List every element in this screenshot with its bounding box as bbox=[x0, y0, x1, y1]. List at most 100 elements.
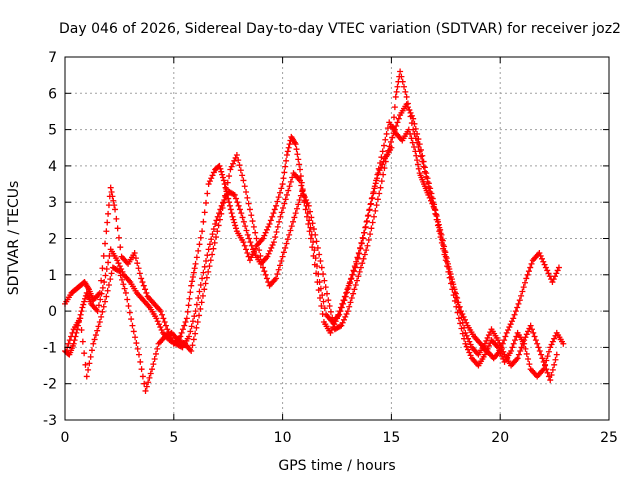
data-point bbox=[538, 351, 545, 358]
data-point bbox=[340, 316, 347, 323]
data-point bbox=[157, 308, 164, 315]
data-point bbox=[120, 281, 127, 288]
data-point bbox=[231, 191, 238, 198]
data-point bbox=[283, 152, 290, 159]
data-point bbox=[105, 259, 112, 266]
data-point bbox=[235, 202, 242, 209]
data-point bbox=[185, 302, 192, 309]
data-point bbox=[327, 308, 334, 315]
data-point bbox=[532, 337, 539, 344]
data-point bbox=[65, 340, 72, 347]
data-point bbox=[528, 326, 535, 333]
data-point bbox=[516, 297, 523, 304]
data-point bbox=[130, 328, 137, 335]
data-point bbox=[221, 181, 228, 188]
data-point bbox=[244, 250, 251, 257]
data-point bbox=[365, 236, 372, 243]
data-point bbox=[138, 275, 145, 282]
data-point bbox=[312, 255, 319, 262]
data-point bbox=[369, 219, 376, 226]
data-point bbox=[103, 228, 110, 235]
data-point bbox=[519, 340, 526, 347]
data-point bbox=[241, 183, 248, 190]
data-point bbox=[202, 280, 209, 287]
data-point bbox=[459, 319, 466, 326]
data-point bbox=[250, 246, 257, 253]
data-point bbox=[549, 279, 556, 286]
data-point bbox=[189, 278, 196, 285]
data-point bbox=[342, 313, 349, 320]
data-point bbox=[464, 346, 471, 353]
data-point bbox=[191, 313, 198, 320]
data-point bbox=[98, 313, 105, 320]
data-point bbox=[395, 115, 402, 122]
data-point bbox=[116, 263, 123, 270]
data-point bbox=[142, 286, 149, 293]
data-point bbox=[114, 225, 121, 232]
data-point bbox=[217, 165, 224, 172]
data-point bbox=[281, 200, 288, 207]
data-point bbox=[83, 373, 90, 380]
data-point bbox=[523, 331, 530, 338]
data-point bbox=[187, 289, 194, 296]
data-point bbox=[552, 273, 559, 280]
data-point bbox=[229, 213, 236, 220]
data-point bbox=[484, 334, 491, 341]
y-tick-label: 6 bbox=[48, 86, 57, 102]
data-point bbox=[156, 321, 163, 328]
data-point bbox=[553, 270, 560, 277]
data-point bbox=[147, 370, 154, 377]
data-point bbox=[428, 190, 435, 197]
data-point bbox=[243, 246, 250, 253]
data-point bbox=[518, 292, 525, 299]
data-point bbox=[218, 210, 225, 217]
data-point bbox=[300, 191, 307, 198]
data-point bbox=[461, 324, 468, 331]
data-point bbox=[463, 332, 470, 339]
data-point bbox=[128, 316, 135, 323]
data-point bbox=[188, 348, 195, 355]
data-point bbox=[226, 199, 233, 206]
data-point bbox=[132, 255, 139, 262]
data-point bbox=[197, 234, 204, 241]
data-point bbox=[436, 224, 443, 231]
data-point bbox=[363, 218, 370, 225]
data-point bbox=[269, 242, 276, 249]
y-axis-label: SDTVAR / TECUs bbox=[6, 181, 22, 296]
data-point bbox=[236, 162, 243, 169]
data-point bbox=[379, 148, 386, 155]
data-point bbox=[351, 263, 358, 270]
data-point bbox=[393, 88, 400, 95]
data-point bbox=[378, 178, 385, 185]
series-track-a bbox=[62, 119, 562, 362]
data-point bbox=[344, 289, 351, 296]
y-tick-label: 5 bbox=[48, 123, 57, 139]
data-point bbox=[404, 104, 411, 111]
data-point bbox=[230, 191, 237, 198]
data-point bbox=[510, 340, 517, 347]
data-point bbox=[203, 274, 210, 281]
data-point bbox=[239, 214, 246, 221]
data-point bbox=[434, 218, 441, 225]
data-point bbox=[514, 355, 521, 362]
data-point bbox=[249, 218, 256, 225]
data-point bbox=[107, 276, 114, 283]
data-point bbox=[102, 298, 109, 305]
data-point bbox=[454, 299, 461, 306]
data-point bbox=[204, 190, 211, 197]
data-point bbox=[537, 252, 544, 259]
data-point bbox=[254, 241, 261, 248]
data-point bbox=[157, 324, 164, 331]
data-point bbox=[115, 234, 122, 241]
data-point bbox=[421, 164, 428, 171]
data-point bbox=[78, 326, 85, 333]
data-point bbox=[272, 234, 279, 241]
chart-title: Day 046 of 2026, Sidereal Day-to-day VTE… bbox=[59, 21, 621, 37]
data-point bbox=[546, 273, 553, 280]
data-point bbox=[69, 329, 76, 336]
data-point bbox=[276, 218, 283, 225]
data-point bbox=[196, 288, 203, 295]
data-point bbox=[304, 199, 311, 206]
data-point bbox=[159, 311, 166, 318]
data-point bbox=[236, 206, 243, 213]
